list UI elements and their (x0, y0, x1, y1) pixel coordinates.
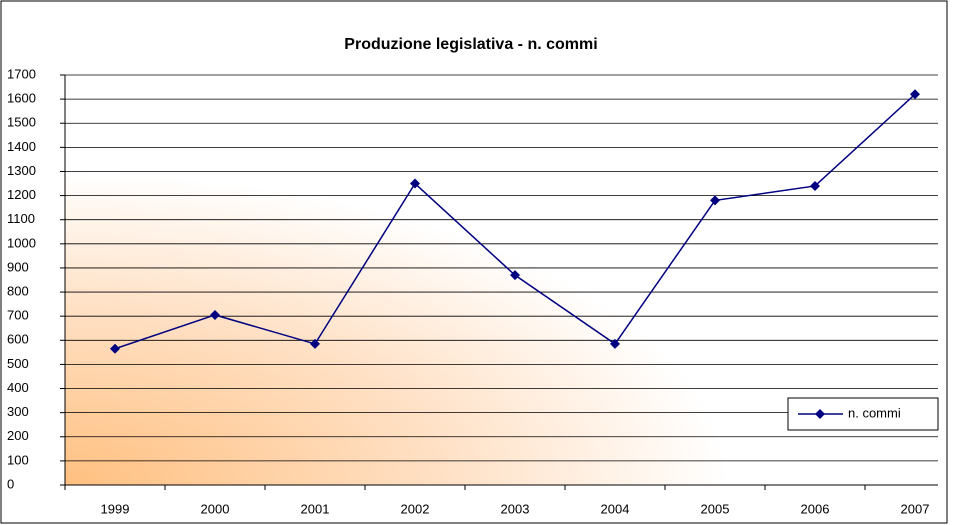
x-tick-label: 2007 (901, 501, 930, 516)
x-tick-label: 1999 (101, 501, 130, 516)
marker (410, 178, 420, 189)
marker (910, 89, 920, 100)
y-tick-label: 1600 (7, 91, 36, 106)
y-tick-label: 900 (7, 259, 29, 274)
marker (210, 309, 220, 320)
y-tick-label: 800 (7, 283, 29, 298)
x-tick-label: 2000 (201, 501, 230, 516)
y-tick-label: 1100 (7, 211, 35, 226)
y-tick-label: 1000 (7, 235, 36, 250)
y-tick-label: 400 (7, 380, 29, 395)
y-tick-label: 600 (7, 332, 29, 347)
y-tick-label: 300 (7, 404, 29, 419)
y-tick-label: 1700 (7, 66, 36, 81)
y-tick-label: 500 (7, 356, 29, 371)
chart-title: Produzione legislativa - n. commi (344, 36, 597, 53)
marker (710, 195, 720, 206)
x-tick-label: 2005 (701, 501, 730, 516)
y-tick-label: 200 (7, 428, 29, 443)
y-tick-label: 1200 (7, 187, 36, 202)
y-tick-label: 1500 (7, 115, 36, 130)
x-tick-label: 2001 (301, 501, 330, 516)
x-tick-label: 2004 (601, 501, 630, 516)
marker (110, 343, 120, 354)
x-tick-label: 2002 (401, 501, 430, 516)
y-tick-label: 700 (7, 308, 29, 323)
x-tick-label: 2003 (501, 501, 530, 516)
y-tick-label: 100 (7, 452, 29, 467)
legend-label: n. commi (848, 405, 901, 420)
x-tick-label: 2006 (801, 501, 830, 516)
marker (310, 338, 320, 349)
marker (610, 338, 620, 349)
marker (810, 180, 820, 191)
marker (510, 270, 520, 281)
y-tick-label: 1400 (7, 139, 36, 154)
y-tick-label: 1300 (7, 163, 36, 178)
legend-marker (815, 409, 825, 419)
y-tick-label: 0 (7, 476, 14, 491)
